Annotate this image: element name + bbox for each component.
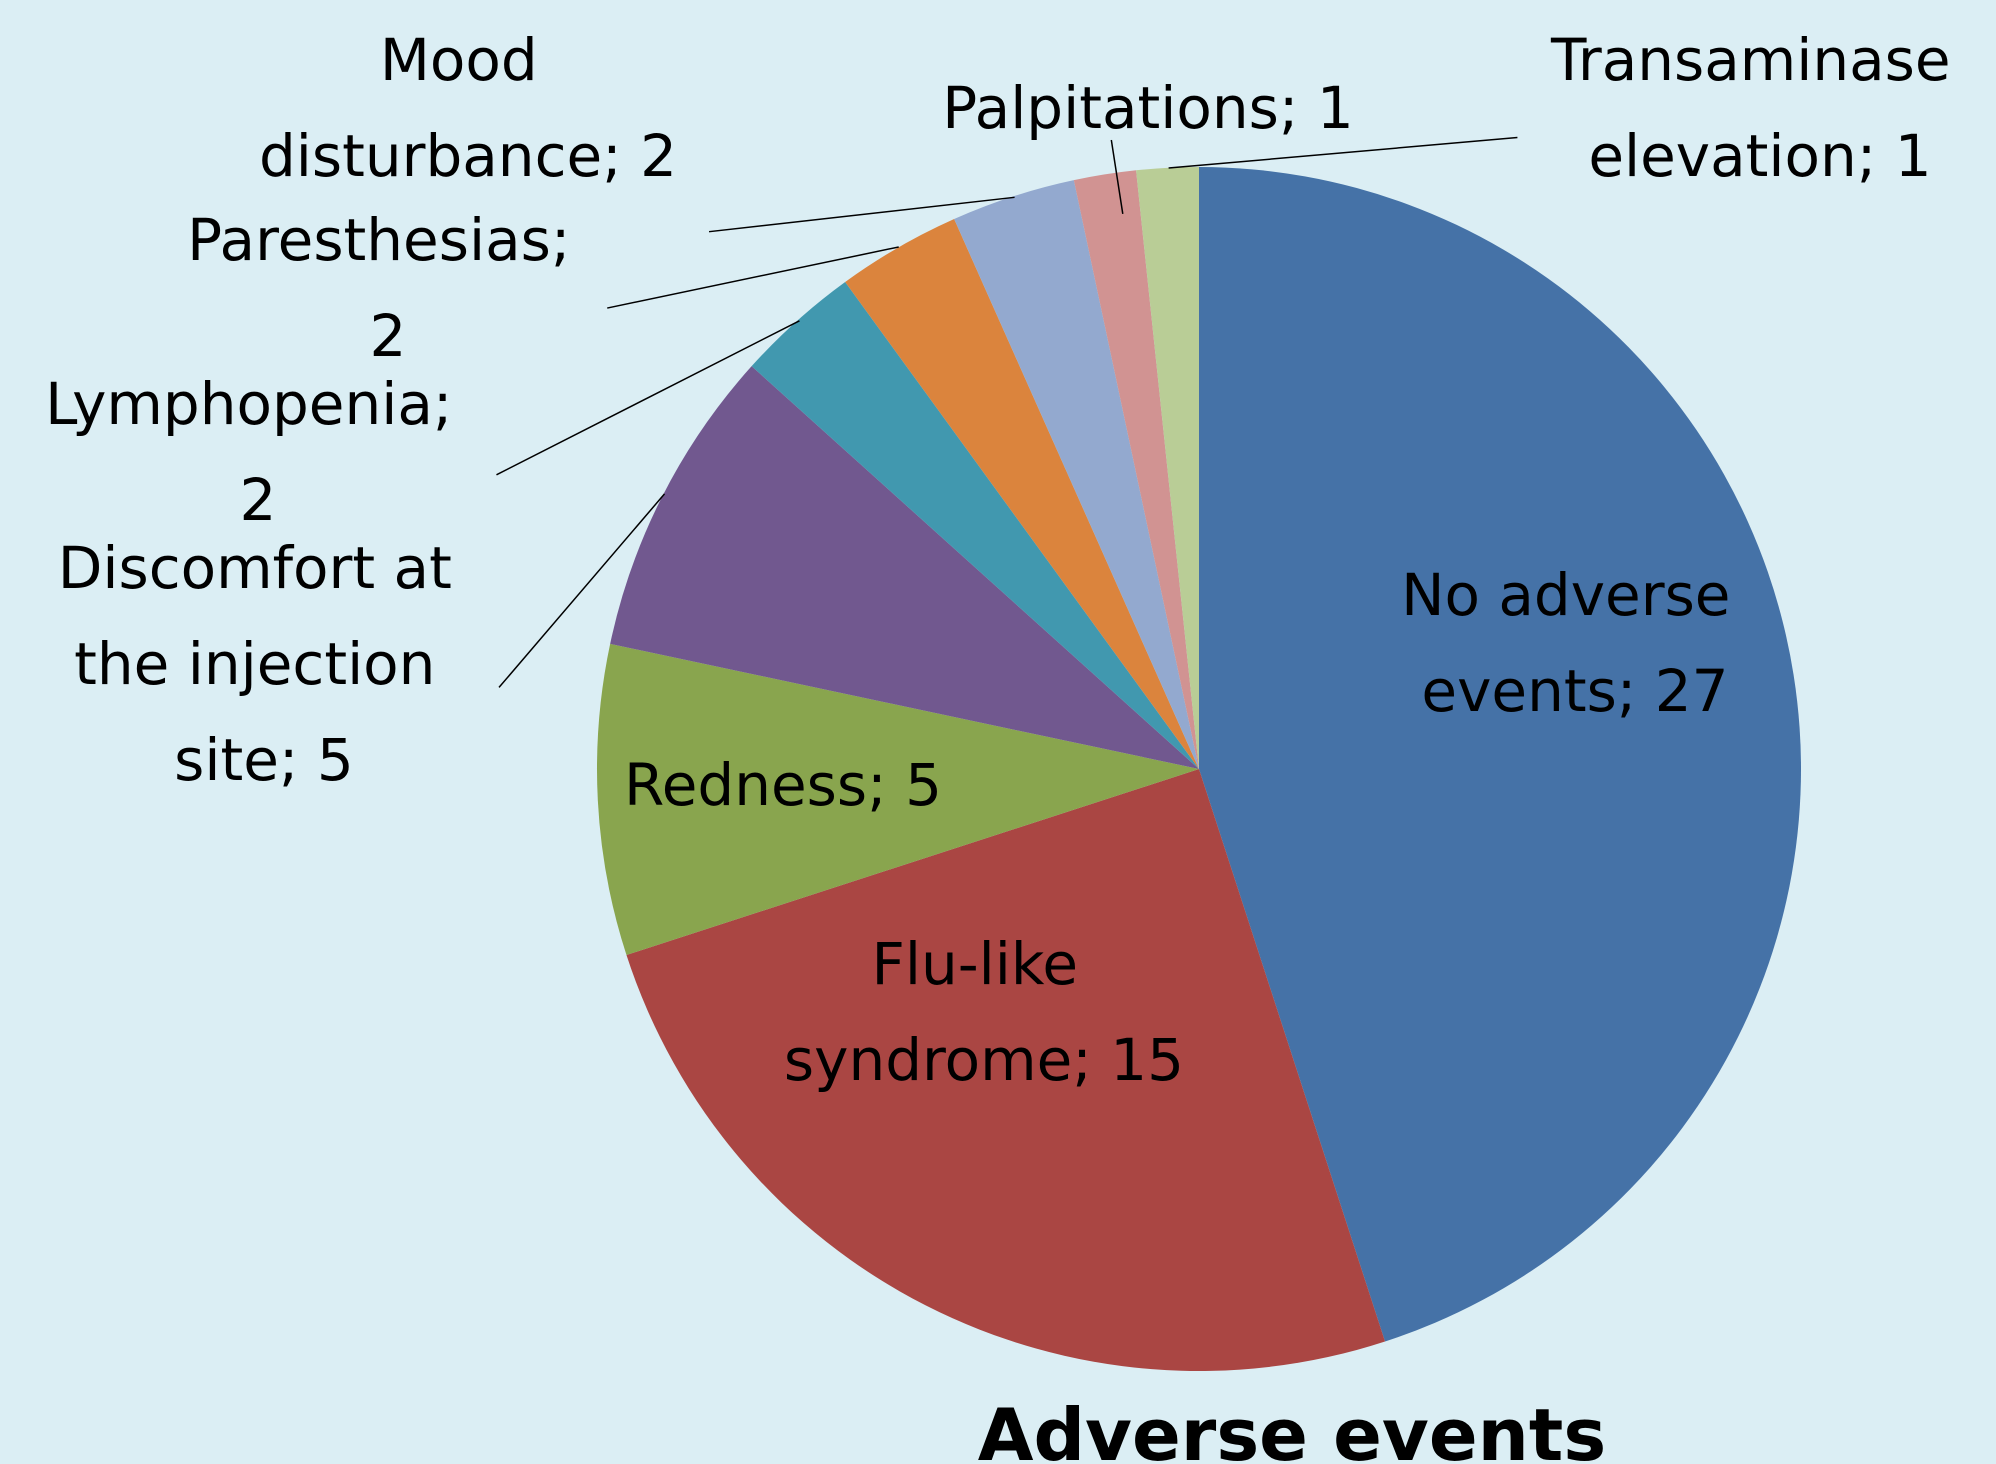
leader-line: [708, 196, 1015, 233]
pie-slice: [626, 769, 1386, 1371]
data-label: Transaminase elevation; 1: [1550, 26, 1969, 190]
pie-slice: [1136, 167, 1199, 769]
leader-line: [1110, 139, 1124, 214]
data-label: Redness; 5: [624, 751, 942, 819]
pie: [596, 167, 1801, 1371]
data-label: Discomfort at the injection site; 5: [58, 534, 471, 794]
leader-line: [607, 246, 899, 309]
pie-slice: [1073, 170, 1199, 769]
pie-slice: [845, 219, 1199, 769]
data-label: Lymphopenia; 2: [45, 370, 471, 534]
pie-slice: [596, 643, 1199, 956]
pie-slice: [751, 281, 1199, 769]
leader-line: [1168, 136, 1518, 169]
pie-slice: [610, 366, 1199, 769]
chart-title: Adverse events: [978, 1393, 1606, 1464]
pie-slice: [954, 180, 1199, 769]
data-label: Mood disturbance; 2: [259, 26, 677, 190]
data-label: Palpitations; 1: [942, 74, 1353, 142]
pie-slice: [1199, 167, 1801, 1342]
leader-line: [496, 320, 800, 476]
leader-line: [498, 493, 666, 688]
data-label: No adverse events; 27: [1401, 561, 1749, 725]
data-label: Flu-like syndrome; 15: [784, 930, 1184, 1094]
data-label: Paresthesias; 2: [187, 206, 589, 370]
